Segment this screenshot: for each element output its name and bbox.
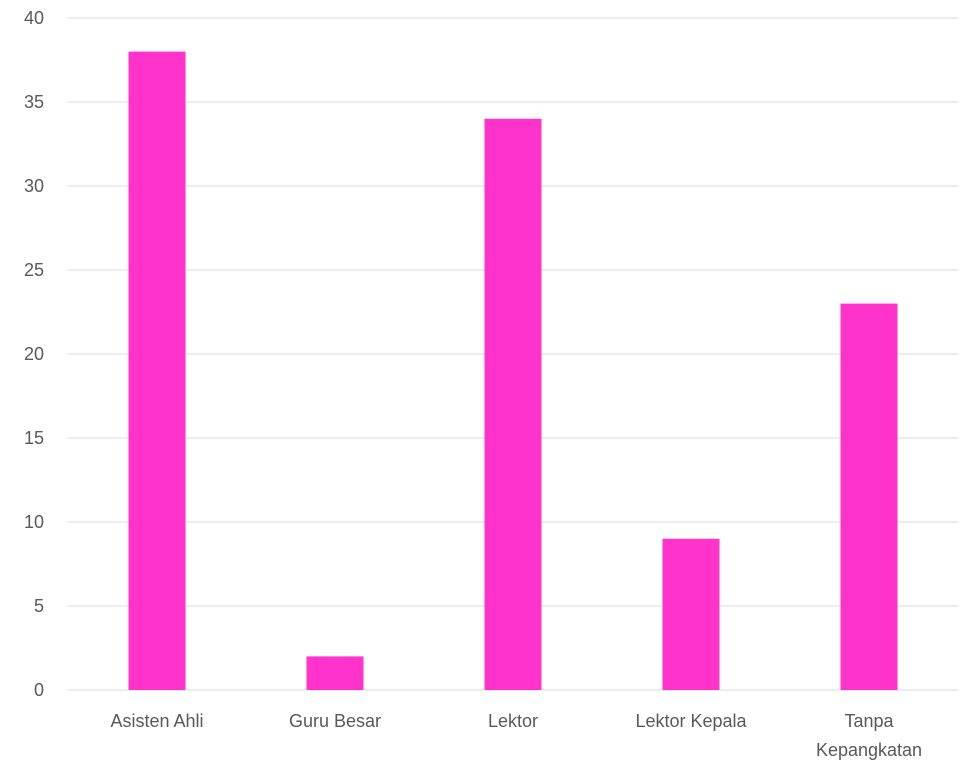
y-axis-ticks: 0 5 10 15 20 25 30 35 40	[24, 8, 44, 700]
x-category-label-line: Lektor	[488, 711, 538, 731]
y-tick-label: 5	[34, 596, 44, 616]
bar-guru-besar	[306, 656, 364, 690]
bar-asisten-ahli	[128, 51, 186, 691]
y-tick-label: 20	[24, 344, 44, 364]
y-tick-label: 40	[24, 8, 44, 28]
bars	[128, 51, 898, 691]
bar-lektor-kepala	[662, 538, 720, 690]
y-tick-label: 15	[24, 428, 44, 448]
x-category-label: Lektor Kepala	[635, 711, 747, 731]
y-tick-label: 0	[34, 680, 44, 700]
x-category-label-line: Asisten Ahli	[110, 711, 203, 731]
x-category-label-line: Tanpa	[844, 711, 894, 731]
bar-lektor	[484, 118, 542, 691]
x-category-label-line: Guru Besar	[289, 711, 381, 731]
y-tick-label: 30	[24, 176, 44, 196]
bar-tanpa-kepangkatan	[840, 303, 898, 690]
x-category-label-line: Lektor Kepala	[635, 711, 747, 731]
x-axis-labels: Asisten Ahli Guru Besar Lektor Lektor Kepal…	[110, 711, 922, 760]
y-tick-label: 35	[24, 92, 44, 112]
y-tick-label: 25	[24, 260, 44, 280]
x-category-label-line: Kepangkatan	[816, 740, 922, 760]
x-category-label: Tanpa Kepangkatan	[816, 711, 922, 760]
y-tick-label: 10	[24, 512, 44, 532]
x-category-label: Guru Besar	[289, 711, 381, 731]
x-category-label: Lektor	[488, 711, 538, 731]
x-category-label: Asisten Ahli	[110, 711, 203, 731]
